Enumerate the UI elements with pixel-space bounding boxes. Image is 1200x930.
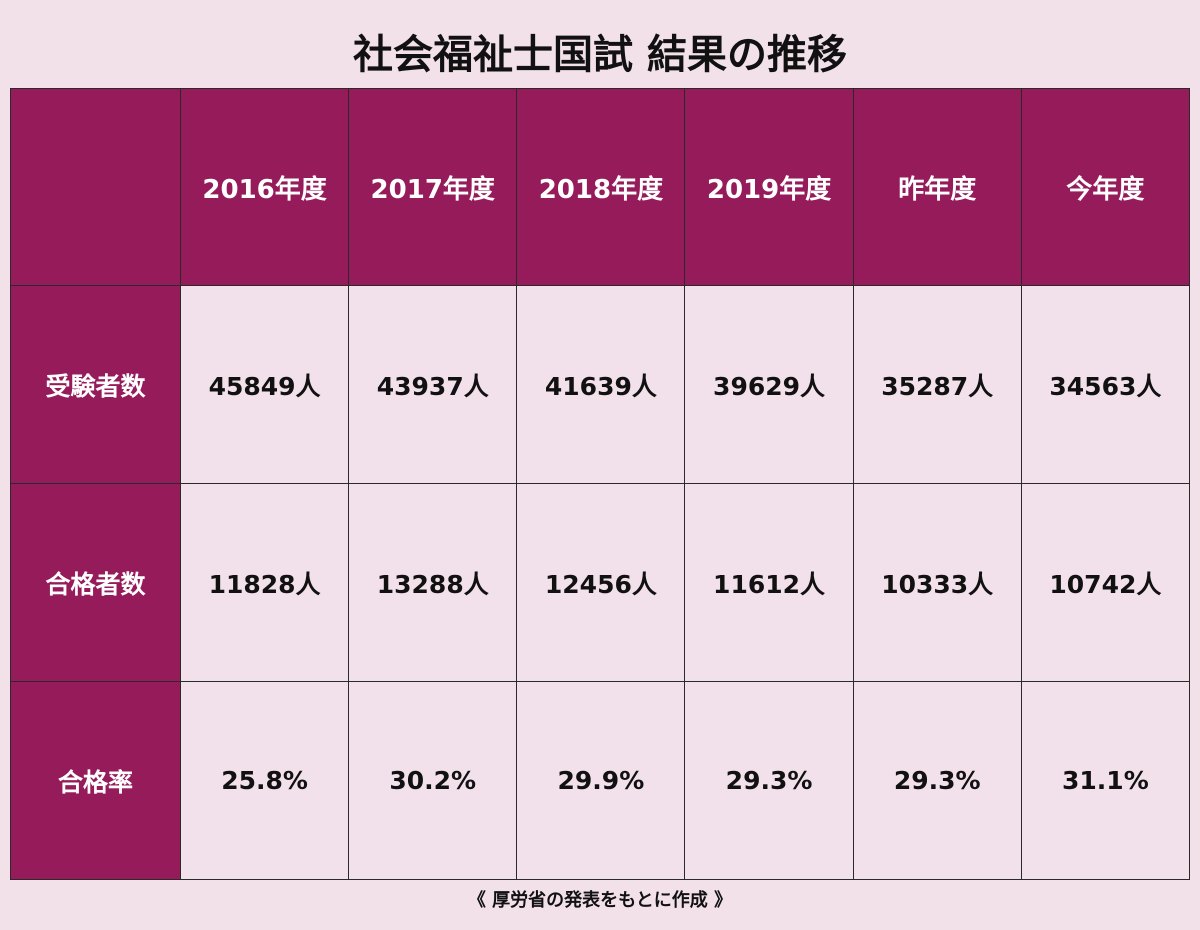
cell: 45849人 xyxy=(179,285,350,484)
cell: 12456人 xyxy=(516,483,686,682)
row-header: 合格者数 xyxy=(10,483,181,682)
cell: 29.3% xyxy=(852,681,1022,880)
cell: 43937人 xyxy=(348,285,518,484)
cell: 25.8% xyxy=(179,681,350,880)
column-header: 今年度 xyxy=(1020,88,1191,286)
cell: 31.1% xyxy=(1020,681,1191,880)
row-header: 合格率 xyxy=(10,681,181,880)
row-header: 受験者数 xyxy=(10,285,181,484)
column-header: 2017年度 xyxy=(348,88,518,286)
header-row: 2016年度 2017年度 2018年度 2019年度 昨年度 今年度 xyxy=(10,88,1191,286)
cell: 11828人 xyxy=(179,483,350,682)
results-table: 2016年度 2017年度 2018年度 2019年度 昨年度 今年度 受験者数 45849人… xyxy=(10,88,1191,880)
corner-cell xyxy=(10,88,181,286)
cell: 41639人 xyxy=(516,285,686,484)
cell: 10742人 xyxy=(1020,483,1191,682)
cell: 39629人 xyxy=(684,285,854,484)
data-row: 受験者数 45849人 43937人 41639人 39629人 35287人 34563人 xyxy=(10,285,1191,484)
cell: 10333人 xyxy=(852,483,1022,682)
column-header: 2018年度 xyxy=(516,88,686,286)
cell: 29.3% xyxy=(684,681,854,880)
title: 社会福祉士国試 結果の推移 xyxy=(353,32,847,78)
cell: 11612人 xyxy=(684,483,854,682)
cell: 29.9% xyxy=(516,681,686,880)
data-row: 合格率 25.8% 30.2% 29.9% 29.3% 29.3% 31.1% xyxy=(10,681,1191,880)
table-body: 2016年度 2017年度 2018年度 2019年度 昨年度 今年度 受験者数 45849人… xyxy=(10,88,1191,880)
cell: 30.2% xyxy=(348,681,518,880)
cell: 35287人 xyxy=(852,285,1022,484)
source-note: 《 厚労省の発表をもとに作成 》 xyxy=(467,890,733,911)
column-header: 2016年度 xyxy=(179,88,350,286)
cell: 34563人 xyxy=(1020,285,1191,484)
column-header: 2019年度 xyxy=(684,88,854,286)
cell: 13288人 xyxy=(348,483,518,682)
column-header: 昨年度 xyxy=(852,88,1022,286)
data-row: 合格者数 11828人 13288人 12456人 11612人 10333人 10742人 xyxy=(10,483,1191,682)
